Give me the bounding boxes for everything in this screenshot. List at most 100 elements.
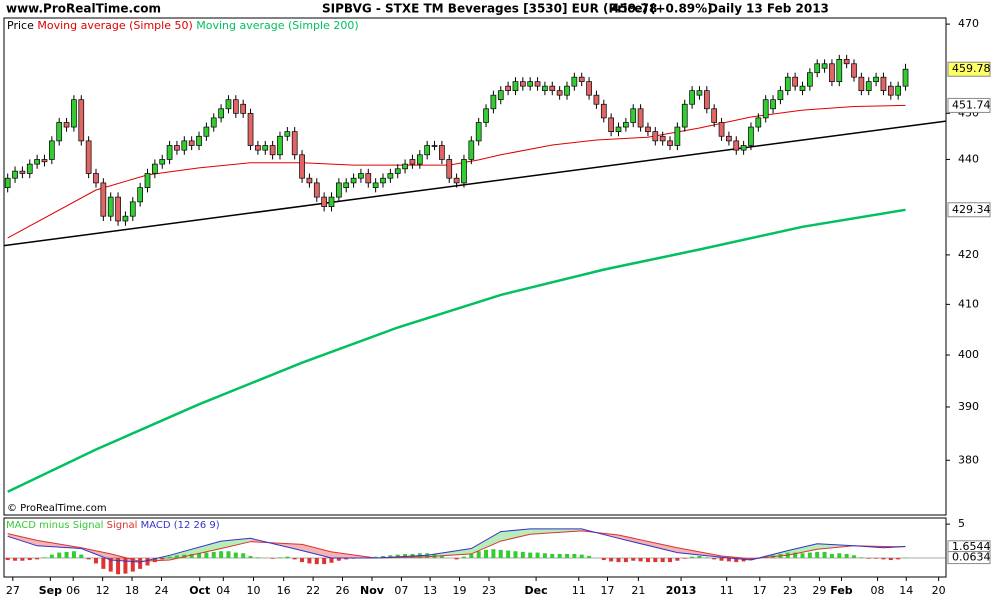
ma-label: 451.74 [952,98,991,111]
histogram-bar [690,556,695,559]
chart-title: SIPBVG - STXE TM Beverages [3530] EUR (P… [322,2,648,16]
histogram-label: 0.0634 [952,551,991,564]
histogram-bar [395,554,400,559]
candle-body [564,85,570,96]
histogram-bar [815,551,820,559]
candle-body [718,122,725,137]
histogram-bar [116,558,121,575]
histogram-bar [623,558,628,563]
candle-body [174,145,180,151]
histogram-bar [108,558,113,572]
candle-body [497,90,504,101]
x-tick-label: 19 [453,584,467,597]
histogram-bar [550,553,555,559]
histogram-bar [167,556,172,559]
last-price-label: 459.78 [952,62,991,75]
histogram-bar [704,557,709,559]
candle-body [63,122,70,128]
histogram-bar [734,558,739,563]
histogram-bar [138,558,143,569]
macd-fill [471,531,501,554]
candle-body [843,58,850,65]
histogram-bar [344,558,349,560]
histogram-bar [829,553,834,559]
histogram-bar [123,558,128,574]
change: (+0.89%) [650,2,713,16]
candle-body [321,196,327,207]
histogram-bar [336,558,341,561]
histogram-bar [484,549,489,559]
legend-ma200: Moving average (Simple 200) [196,19,358,32]
candle-body [483,108,489,123]
histogram-bar [638,558,643,562]
macd-fill [817,543,855,550]
candle-body [210,117,217,128]
histogram-bar [145,558,150,566]
site: www.ProRealTime.com [6,2,161,16]
x-tick-label: 08 [871,584,885,597]
candle-body [144,173,151,188]
candle-body [527,81,534,87]
candle-body [733,140,740,151]
candle-body [19,170,26,174]
histogram-bar [197,553,202,559]
histogram-bar [174,555,179,559]
macd-line [7,528,906,563]
candle-body [895,85,902,96]
x-tick-label: 27 [6,584,20,597]
macd-fill [500,528,531,542]
candle-body [519,81,526,87]
histogram-bar [381,555,386,559]
candle-body [836,58,843,83]
y-tick-label: 380 [958,453,979,466]
candle-body [152,163,158,174]
signal-label: 1.6544 [952,540,991,553]
y-tick-label: 400 [958,348,979,361]
candle-body [696,90,703,96]
candle-body [740,145,747,151]
histogram-bar [587,555,592,559]
candle-body [78,99,85,142]
candle-body [409,159,416,165]
candle-body [689,90,695,105]
candle-body [792,76,798,87]
ma-label: 429.34 [952,203,991,216]
macd-legend: MACD minus Signal Signal MACD (12 26 9) [6,520,220,531]
histogram-bar [491,549,496,559]
candle-body [402,163,408,170]
candle-body [232,99,239,114]
candle-body [556,90,563,96]
histogram-bar [248,555,253,559]
candle-body [85,140,92,174]
candle-body [630,108,637,123]
candle-body [461,159,467,184]
candle-body [218,108,224,119]
candle-body [453,177,460,184]
candle-body [542,85,548,92]
histogram-bar [71,551,76,559]
histogram-bar [564,553,569,559]
histogram-bar [93,558,98,564]
candle-body [284,131,291,137]
y-tick-label: 410 [958,297,979,310]
histogram-bar [528,552,533,559]
candle-body [313,182,320,198]
x-tick-label: 14 [899,584,913,597]
histogram-bar [307,558,312,564]
histogram-bar [793,552,798,559]
candle-body [851,63,857,78]
watermark: © ProRealTime.com [7,503,107,514]
candle-body [240,103,247,114]
histogram-bar [852,555,857,559]
histogram-bar [601,558,606,561]
histogram-bar [837,553,842,559]
candle-body [865,81,872,92]
histogram-bar [513,551,518,559]
candle-body [350,177,357,184]
histogram-bar [660,558,665,563]
histogram-bar [35,558,40,560]
histogram-bar [520,551,525,559]
histogram-bar [888,558,893,561]
candle-body [593,94,600,105]
